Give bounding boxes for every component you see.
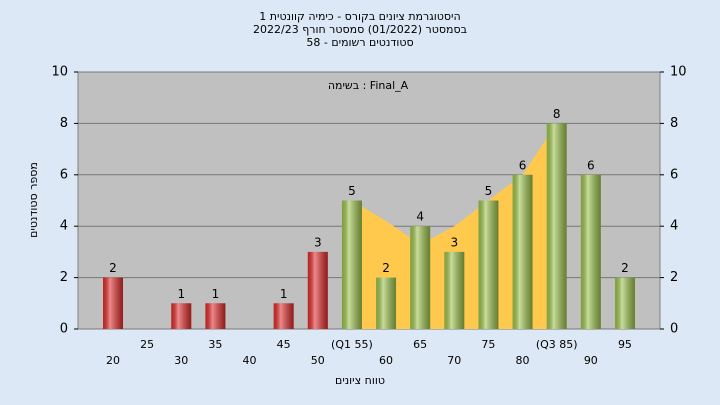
- bar-shine: [546, 123, 567, 330]
- value-label: 2: [109, 261, 117, 275]
- x-tick-label: 60: [379, 354, 393, 367]
- x-tick-label: 25: [140, 338, 154, 351]
- y-tick-label: 0: [60, 322, 68, 337]
- x-axis-label: טווח ציונים: [335, 374, 385, 387]
- value-label: 1: [177, 287, 185, 301]
- value-label: 5: [348, 184, 356, 198]
- x-tick-label: 65: [413, 338, 427, 351]
- bar-shine: [444, 251, 465, 329]
- x-tick-label: 90: [584, 354, 598, 367]
- x-tick-label: 35: [208, 338, 222, 351]
- bar-shine: [205, 303, 226, 329]
- y-tick-label: 8: [60, 116, 68, 131]
- annotation: בשימה : Final_A: [328, 79, 409, 92]
- bar-shine: [512, 174, 533, 329]
- value-label: 8: [553, 107, 561, 121]
- y2-tick-label: 4: [670, 219, 678, 234]
- x-tick-label: 40: [243, 354, 257, 367]
- value-label: 2: [621, 261, 629, 275]
- y2-tick-label: 0: [670, 322, 678, 337]
- value-label: 1: [212, 287, 220, 301]
- bar-shine: [171, 303, 192, 329]
- x-tick-label: 95: [618, 338, 632, 351]
- bar-shine: [341, 200, 362, 329]
- x-tick-label: 20: [106, 354, 120, 367]
- bar-shine: [614, 277, 635, 329]
- y-tick-label: 6: [60, 167, 68, 182]
- x-tick-label: (Q1 55): [331, 338, 373, 351]
- chart-subtitle: בסמסטר (01/2022) סמסטר חורף 2022/23: [253, 23, 467, 36]
- value-label: 3: [314, 235, 322, 249]
- y-tick-label: 10: [51, 65, 68, 80]
- x-tick-label: 30: [174, 354, 188, 367]
- area: [351, 123, 557, 330]
- bar-shine: [478, 200, 499, 329]
- y2-tick-label: 6: [670, 167, 678, 182]
- value-label: 4: [416, 210, 424, 224]
- bar-shine: [307, 251, 328, 329]
- value-label: 6: [587, 158, 595, 172]
- y2-tick-label: 8: [670, 116, 678, 131]
- value-label: 3: [450, 235, 458, 249]
- y-tick-label: 4: [60, 219, 68, 234]
- y2-tick-label: 10: [670, 65, 687, 80]
- value-label: 6: [519, 158, 527, 172]
- x-tick-label: 80: [516, 354, 530, 367]
- bar-shine: [273, 303, 294, 329]
- x-tick-label: 75: [481, 338, 495, 351]
- value-label: 1: [280, 287, 288, 301]
- chart-subtitle: סטודנטים רשומים - 58: [306, 36, 413, 49]
- x-tick-label: (Q3 85): [536, 338, 578, 351]
- x-tick-label: 70: [447, 354, 461, 367]
- x-tick-label: 45: [277, 338, 291, 351]
- bar-shine: [103, 277, 123, 329]
- y2-tick-label: 2: [670, 270, 678, 285]
- chart-title: היסטוגרמת ציונים בקורס - כימיה קוונטית 1: [259, 10, 460, 23]
- y-axis-label: מספר סטודנטים: [27, 162, 40, 238]
- value-label: 2: [382, 261, 390, 275]
- y-tick-label: 2: [60, 270, 68, 285]
- x-tick-label: 50: [311, 354, 325, 367]
- bar-shine: [376, 277, 397, 329]
- bar-shine: [580, 174, 601, 329]
- bar-shine: [410, 226, 431, 329]
- value-label: 5: [485, 184, 493, 198]
